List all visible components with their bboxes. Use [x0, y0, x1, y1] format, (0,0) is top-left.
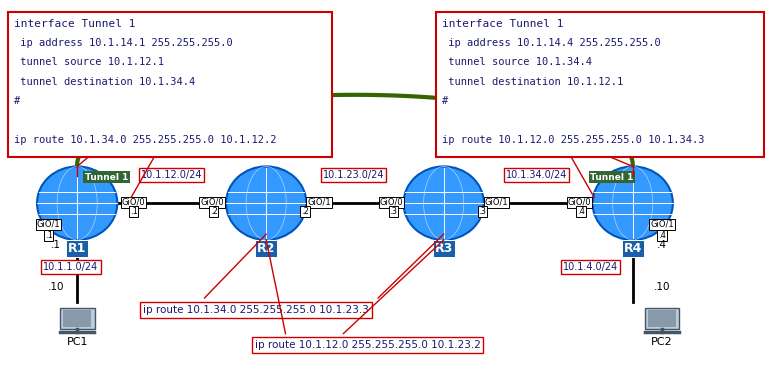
Text: 10.1.1.0/24: 10.1.1.0/24	[44, 262, 99, 272]
Text: .2: .2	[210, 207, 218, 216]
FancyBboxPatch shape	[436, 12, 764, 157]
Text: PC1: PC1	[66, 337, 88, 347]
Text: .1: .1	[130, 207, 138, 216]
Text: R2: R2	[257, 242, 275, 255]
Text: ip route 10.1.12.0 255.255.255.0 10.1.23.2: ip route 10.1.12.0 255.255.255.0 10.1.23…	[255, 340, 480, 350]
Text: 10.1.34.0/24: 10.1.34.0/24	[506, 170, 567, 180]
Ellipse shape	[403, 166, 484, 240]
Text: GiO/1: GiO/1	[485, 198, 508, 207]
Text: tunnel destination 10.1.34.4: tunnel destination 10.1.34.4	[14, 77, 195, 87]
Text: ip address 10.1.14.4 255.255.255.0: ip address 10.1.14.4 255.255.255.0	[442, 38, 661, 48]
Text: PC2: PC2	[651, 337, 673, 347]
FancyBboxPatch shape	[645, 308, 679, 329]
Text: GiO/0: GiO/0	[122, 198, 145, 207]
Text: .4: .4	[657, 240, 667, 250]
Text: GiO/0: GiO/0	[380, 198, 403, 207]
FancyBboxPatch shape	[60, 308, 95, 329]
Text: R1: R1	[68, 242, 86, 255]
Text: .4: .4	[577, 207, 585, 216]
Text: #: #	[442, 96, 448, 106]
Text: GiO/0: GiO/0	[200, 198, 224, 207]
Text: GiO/0: GiO/0	[567, 198, 591, 207]
Text: tunnel source 10.1.34.4: tunnel source 10.1.34.4	[442, 57, 592, 67]
Text: tunnel destination 10.1.12.1: tunnel destination 10.1.12.1	[442, 77, 623, 87]
Text: .1: .1	[51, 240, 61, 250]
Text: R4: R4	[624, 242, 642, 255]
Text: tunnel source 10.1.12.1: tunnel source 10.1.12.1	[14, 57, 164, 67]
FancyBboxPatch shape	[648, 310, 676, 327]
Text: .10: .10	[48, 282, 64, 292]
Text: ip route 10.1.34.0 255.255.255.0 10.1.12.2: ip route 10.1.34.0 255.255.255.0 10.1.12…	[14, 135, 277, 145]
Text: .10: .10	[653, 282, 671, 292]
Text: Tunnel 1: Tunnel 1	[591, 173, 633, 182]
Text: 10.1.12.0/24: 10.1.12.0/24	[141, 170, 202, 180]
Ellipse shape	[226, 166, 306, 240]
Ellipse shape	[37, 166, 117, 240]
Text: ip route 10.1.12.0 255.255.255.0 10.1.34.3: ip route 10.1.12.0 255.255.255.0 10.1.34…	[442, 135, 705, 145]
FancyBboxPatch shape	[63, 310, 92, 327]
Text: .3: .3	[479, 207, 486, 216]
Text: GiO/1: GiO/1	[37, 220, 61, 229]
Text: 10.1.23.0/24: 10.1.23.0/24	[322, 170, 384, 180]
Text: GiO/1: GiO/1	[650, 220, 674, 229]
Text: GiO/1: GiO/1	[307, 198, 331, 207]
Ellipse shape	[593, 166, 673, 240]
Text: 10.1.4.0/24: 10.1.4.0/24	[563, 262, 618, 272]
Text: .4: .4	[658, 231, 666, 240]
Text: interface Tunnel 1: interface Tunnel 1	[442, 19, 563, 29]
Text: #: #	[14, 96, 20, 106]
Text: ip address 10.1.14.1 255.255.255.0: ip address 10.1.14.1 255.255.255.0	[14, 38, 232, 48]
Text: .2: .2	[301, 207, 308, 216]
Text: .1: .1	[44, 231, 53, 240]
Text: .3: .3	[389, 207, 397, 216]
Text: interface Tunnel 1: interface Tunnel 1	[14, 19, 135, 29]
FancyBboxPatch shape	[8, 12, 332, 157]
Text: R3: R3	[434, 242, 453, 255]
Text: Tunnel 1: Tunnel 1	[85, 173, 128, 182]
Text: ip route 10.1.34.0 255.255.255.0 10.1.23.3: ip route 10.1.34.0 255.255.255.0 10.1.23…	[143, 305, 368, 315]
